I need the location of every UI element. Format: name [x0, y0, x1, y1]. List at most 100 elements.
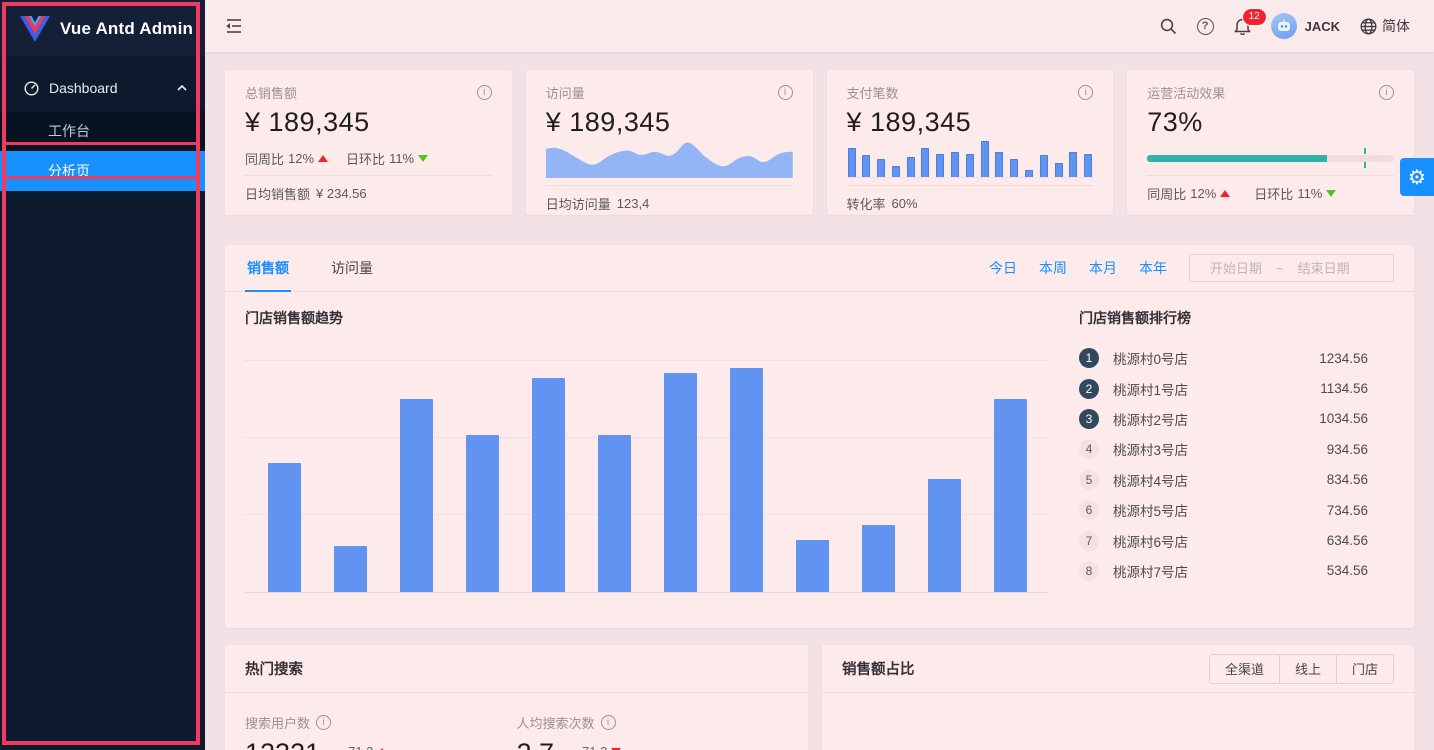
search-icon[interactable]	[1160, 18, 1177, 35]
store-sales-value: 934.56	[1326, 441, 1368, 457]
ranking-item: 7 桃源村6号店 634.56	[1079, 525, 1368, 555]
rank-badge: 6	[1079, 500, 1099, 521]
stat-value: ¥ 189,345	[846, 107, 972, 137]
tab-visits[interactable]: 访问量	[331, 260, 373, 276]
channel-all-button[interactable]: 全渠道	[1208, 653, 1280, 684]
ops-progress	[1147, 148, 1394, 168]
store-sales-bar	[597, 435, 631, 592]
sidebar-item-label: 分析页	[48, 163, 90, 179]
ranking-item: 3 桃源村2号店 1034.56	[1079, 404, 1368, 434]
mini-bar	[906, 157, 915, 177]
stat-title: 访问量	[545, 86, 585, 101]
store-sales-bar	[333, 546, 367, 592]
metric-search-users: 搜索用户数 i 12321 71.2	[245, 713, 517, 750]
metric-value: 12321	[245, 738, 320, 750]
range-month[interactable]: 本月	[1089, 260, 1117, 276]
help-icon[interactable]: ?	[1196, 17, 1214, 35]
stat-footer: 日均访问量 123,4	[545, 196, 650, 212]
locale-label: 简体	[1382, 18, 1410, 34]
mini-bar	[1025, 170, 1034, 177]
store-name: 桃源村1号店	[1113, 382, 1189, 398]
store-sales-bar	[531, 378, 565, 592]
store-sales-bar	[663, 373, 697, 592]
visits-mini-area-chart	[545, 142, 793, 178]
channel-online-button[interactable]: 线上	[1279, 653, 1337, 684]
range-year[interactable]: 本年	[1139, 260, 1167, 276]
sales-tabbar: 销售额 访问量 今日 本周 本月 本年 ~	[225, 245, 1414, 292]
trend-day: 日环比 11%	[1254, 184, 1337, 203]
ranking-item: 5 桃源村4号店 834.56	[1079, 465, 1368, 495]
range-today[interactable]: 今日	[989, 260, 1017, 276]
rank-badge: 7	[1079, 530, 1099, 551]
avatar	[1270, 13, 1297, 39]
mini-bar	[1010, 159, 1019, 177]
info-icon[interactable]: i	[1379, 85, 1394, 100]
info-icon[interactable]: i	[777, 85, 793, 100]
store-sales-bar	[795, 540, 829, 592]
channel-store-button[interactable]: 门店	[1336, 653, 1394, 684]
store-sales-value: 734.56	[1326, 502, 1368, 518]
sidebar-item-workbench[interactable]: 工作台	[0, 111, 205, 151]
rank-badge: 1	[1079, 348, 1099, 369]
store-sales-value: 1034.56	[1319, 411, 1368, 427]
caret-up-icon	[1220, 190, 1231, 197]
hot-search-card: 热门搜索 搜索用户数 i 12321 71.2	[225, 645, 808, 750]
stat-card-operations: 运营活动效果 i 73% 同周比 12%	[1127, 70, 1414, 215]
sidebar-item-label: 工作台	[48, 123, 90, 139]
mini-bar	[891, 166, 900, 177]
tab-sales[interactable]: 销售额	[245, 244, 291, 292]
store-sales-value: 1234.56	[1319, 350, 1368, 366]
sidebar-item-dashboard[interactable]: Dashboard	[0, 65, 205, 111]
ranking-list: 1 桃源村0号店 1234.56 2 桃源村1号店 1134.56 3 桃源村2号店 1034.…	[1079, 343, 1368, 586]
date-range-picker[interactable]: ~	[1189, 254, 1394, 282]
bottom-row: 热门搜索 搜索用户数 i 12321 71.2	[225, 645, 1414, 750]
mini-bar	[921, 148, 930, 177]
mini-bar	[965, 154, 974, 177]
ranking-item: 1 桃源村0号店 1234.56	[1079, 343, 1368, 373]
sidebar-item-analysis[interactable]: 分析页	[0, 151, 205, 191]
trend-day: 日环比 11%	[346, 149, 429, 168]
ranking-item: 8 桃源村7号店 534.56	[1079, 556, 1368, 586]
menu-fold-icon[interactable]	[225, 18, 243, 34]
metric-trend: 71.2	[348, 744, 388, 750]
info-icon[interactable]: i	[476, 85, 492, 100]
rank-badge: 2	[1079, 378, 1099, 399]
vue-logo-icon	[20, 15, 50, 42]
range-week[interactable]: 本周	[1039, 260, 1067, 276]
sales-proportion-card: 销售额占比 全渠道 线上 门店 事例五: 9%	[822, 645, 1414, 750]
store-name: 桃源村4号店	[1113, 473, 1189, 489]
stat-footer: 日均销售额 ¥ 234.56	[245, 186, 367, 202]
info-icon[interactable]: i	[600, 715, 616, 730]
store-sales-chart: 门店销售额趋势	[245, 308, 1049, 593]
settings-gear-button[interactable]: ⚙	[1400, 158, 1434, 196]
chart-title: 门店销售额趋势	[245, 310, 343, 326]
store-name: 桃源村7号店	[1113, 564, 1189, 580]
sidebar: Vue Antd Admin Dashboard	[0, 0, 205, 750]
info-icon[interactable]: i	[1078, 85, 1094, 100]
metric-value: 2.7	[517, 738, 555, 750]
logo[interactable]: Vue Antd Admin	[0, 0, 205, 57]
metric-search-per-user: 人均搜索次数 i 2.7 71.2	[517, 713, 789, 750]
stat-card-total-sales: 总销售额 i ¥ 189,345 同周比 12% 日环比 11% 日均	[225, 70, 512, 215]
notification-bell-icon[interactable]: 12	[1233, 8, 1267, 35]
stat-title: 支付笔数	[846, 86, 899, 101]
mini-bar	[995, 152, 1004, 177]
dashboard-icon	[24, 80, 39, 96]
chevron-up-icon	[177, 85, 187, 91]
notification-badge: 12	[1241, 8, 1267, 26]
store-sales-bar	[267, 463, 301, 592]
locale-switcher[interactable]: 简体	[1360, 16, 1410, 36]
info-icon[interactable]: i	[316, 715, 332, 730]
store-sales-value: 834.56	[1326, 472, 1368, 488]
caret-up-icon	[377, 748, 388, 750]
caret-down-icon	[1326, 190, 1337, 197]
stat-card-payments: 支付笔数 i ¥ 189,345 转化率 60%	[826, 70, 1114, 215]
user-menu[interactable]: JACK	[1270, 13, 1340, 39]
stat-card-visits: 访问量 i ¥ 189,345 日均访问量 123,4	[525, 70, 813, 215]
date-end-input[interactable]	[1285, 260, 1362, 276]
store-sales-value: 634.56	[1326, 533, 1368, 549]
store-sales-bars	[245, 348, 1049, 592]
date-start-input[interactable]	[1198, 260, 1274, 276]
ops-progress-fill	[1147, 154, 1328, 162]
